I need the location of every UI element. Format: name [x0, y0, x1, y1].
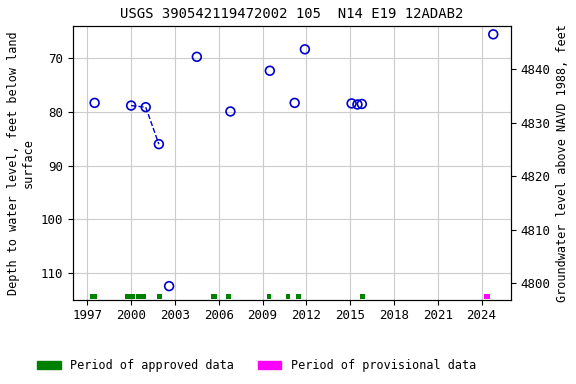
- Point: [353, 101, 362, 108]
- Y-axis label: Groundwater level above NAVD 1988, feet: Groundwater level above NAVD 1988, feet: [556, 24, 569, 302]
- Legend: Period of approved data, Period of provisional data: Period of approved data, Period of provi…: [33, 354, 481, 377]
- Bar: [226, 294, 231, 299]
- Point: [141, 104, 150, 110]
- Bar: [361, 294, 365, 299]
- Bar: [267, 294, 271, 299]
- Point: [226, 108, 235, 114]
- Point: [127, 103, 136, 109]
- Bar: [286, 294, 290, 299]
- Point: [300, 46, 309, 52]
- Title: USGS 390542119472002 105  N14 E19 12ADAB2: USGS 390542119472002 105 N14 E19 12ADAB2: [120, 7, 464, 21]
- Bar: [211, 294, 217, 299]
- Y-axis label: Depth to water level, feet below land
surface: Depth to water level, feet below land su…: [7, 31, 35, 295]
- Point: [357, 101, 366, 107]
- Point: [154, 141, 164, 147]
- Point: [290, 100, 300, 106]
- Point: [90, 100, 99, 106]
- Bar: [484, 294, 490, 299]
- Point: [265, 68, 274, 74]
- Point: [165, 283, 174, 289]
- Bar: [90, 294, 97, 299]
- Bar: [296, 294, 301, 299]
- Point: [488, 31, 498, 37]
- Bar: [137, 294, 146, 299]
- Point: [347, 100, 356, 106]
- Point: [192, 54, 202, 60]
- Bar: [126, 294, 135, 299]
- Bar: [157, 294, 162, 299]
